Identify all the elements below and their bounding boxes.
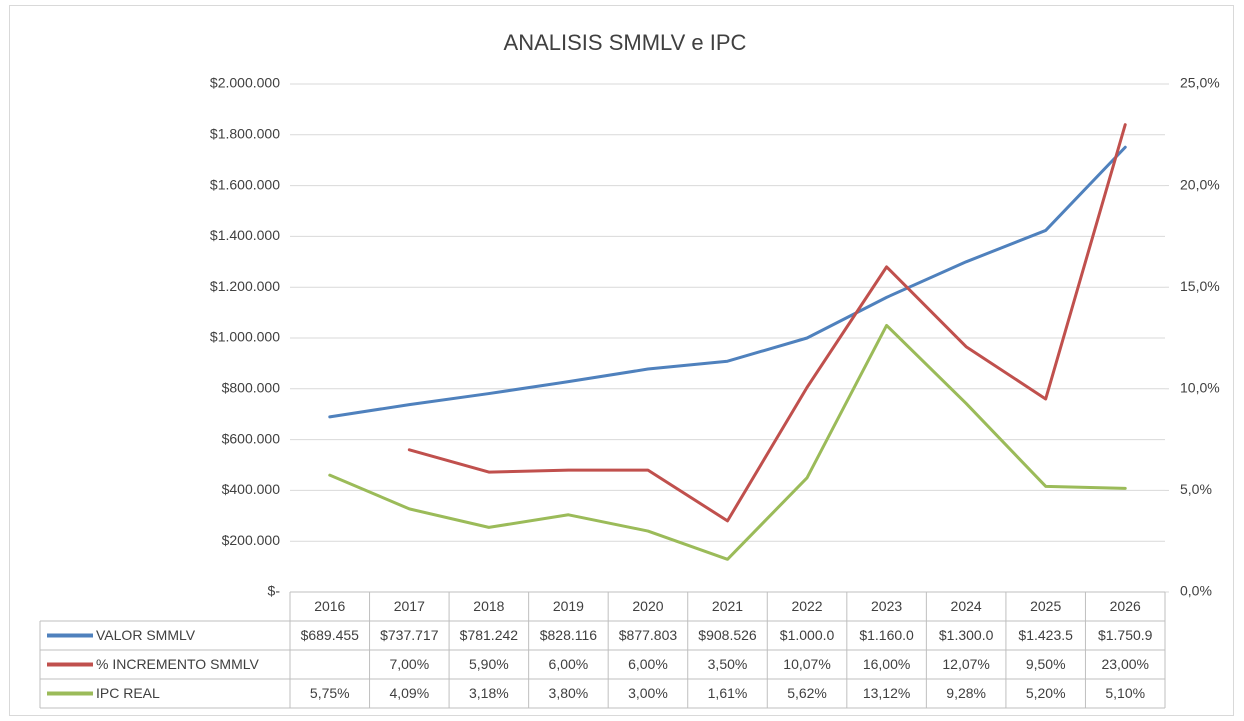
y2-tick-label: 25,0%	[1180, 75, 1220, 91]
table-value: $689.455	[301, 627, 360, 643]
table-value: $1.300.0	[939, 627, 994, 643]
table-value: 3,50%	[708, 656, 748, 672]
y-tick-label: $1.600.000	[210, 176, 280, 192]
x-tick-label: 2022	[791, 598, 822, 614]
table-value: 5,10%	[1105, 685, 1145, 701]
x-tick-label: 2018	[473, 598, 504, 614]
x-tick-label: 2019	[553, 598, 584, 614]
table-value: 4,09%	[389, 685, 429, 701]
y-tick-label: $-	[268, 583, 281, 599]
x-tick-label: 2020	[632, 598, 663, 614]
table-value: 7,00%	[389, 656, 429, 672]
y2-tick-label: 5,0%	[1180, 481, 1212, 497]
y-tick-label: $800.000	[222, 380, 281, 396]
x-tick-label: 2026	[1110, 598, 1141, 614]
x-tick-label: 2017	[394, 598, 425, 614]
y2-tick-label: 0,0%	[1180, 583, 1212, 599]
table-value: $1.000.0	[780, 627, 835, 643]
table-value: $877.803	[619, 627, 678, 643]
table-value: $1.423.5	[1018, 627, 1073, 643]
table-value: $737.717	[380, 627, 439, 643]
y-tick-label: $2.000.000	[210, 75, 280, 91]
legend-label: IPC REAL	[96, 685, 160, 701]
table-value: 6,00%	[628, 656, 668, 672]
series-line	[328, 323, 1127, 561]
y2-tick-label: 10,0%	[1180, 380, 1220, 396]
y2-tick-label: 20,0%	[1180, 176, 1220, 192]
x-tick-label: 2023	[871, 598, 902, 614]
table-value: 10,07%	[783, 656, 830, 672]
table-value: $1.160.0	[859, 627, 914, 643]
table-value: 1,61%	[708, 685, 748, 701]
table-value: 5,90%	[469, 656, 509, 672]
table-value: 13,12%	[863, 685, 910, 701]
legend-label: % INCREMENTO SMMLV	[96, 656, 259, 672]
table-value: 9,50%	[1026, 656, 1066, 672]
table-value: 5,20%	[1026, 685, 1066, 701]
table-value: 5,62%	[787, 685, 827, 701]
y2-tick-label: 15,0%	[1180, 278, 1220, 294]
series-line	[328, 145, 1127, 419]
table-value: $781.242	[460, 627, 519, 643]
y-tick-label: $1.000.000	[210, 329, 280, 345]
y-tick-label: $1.800.000	[210, 126, 280, 142]
x-tick-label: 2024	[951, 598, 982, 614]
table-value: 6,00%	[549, 656, 589, 672]
chart-border	[9, 5, 1234, 716]
series-line	[407, 123, 1127, 523]
x-tick-label: 2025	[1030, 598, 1061, 614]
table-value: 9,28%	[946, 685, 986, 701]
table-value: $908.526	[698, 627, 757, 643]
table-value: 3,00%	[628, 685, 668, 701]
x-tick-label: 2021	[712, 598, 743, 614]
table-value: 16,00%	[863, 656, 910, 672]
y-tick-label: $400.000	[222, 481, 281, 497]
table-value: 3,18%	[469, 685, 509, 701]
y-tick-label: $1.400.000	[210, 227, 280, 243]
table-value: $828.116	[540, 627, 598, 643]
legend-label: VALOR SMMLV	[96, 627, 196, 643]
table-value: 3,80%	[549, 685, 589, 701]
y-tick-label: $200.000	[222, 532, 281, 548]
table-value: $1.750.9	[1098, 627, 1153, 643]
chart-title: ANALISIS SMMLV e IPC	[504, 30, 747, 55]
table-value: 12,07%	[942, 656, 989, 672]
table-value: 23,00%	[1101, 656, 1148, 672]
y-tick-label: $1.200.000	[210, 278, 280, 294]
table-value: 5,75%	[310, 685, 350, 701]
x-tick-label: 2016	[314, 598, 345, 614]
y-tick-label: $600.000	[222, 430, 281, 446]
